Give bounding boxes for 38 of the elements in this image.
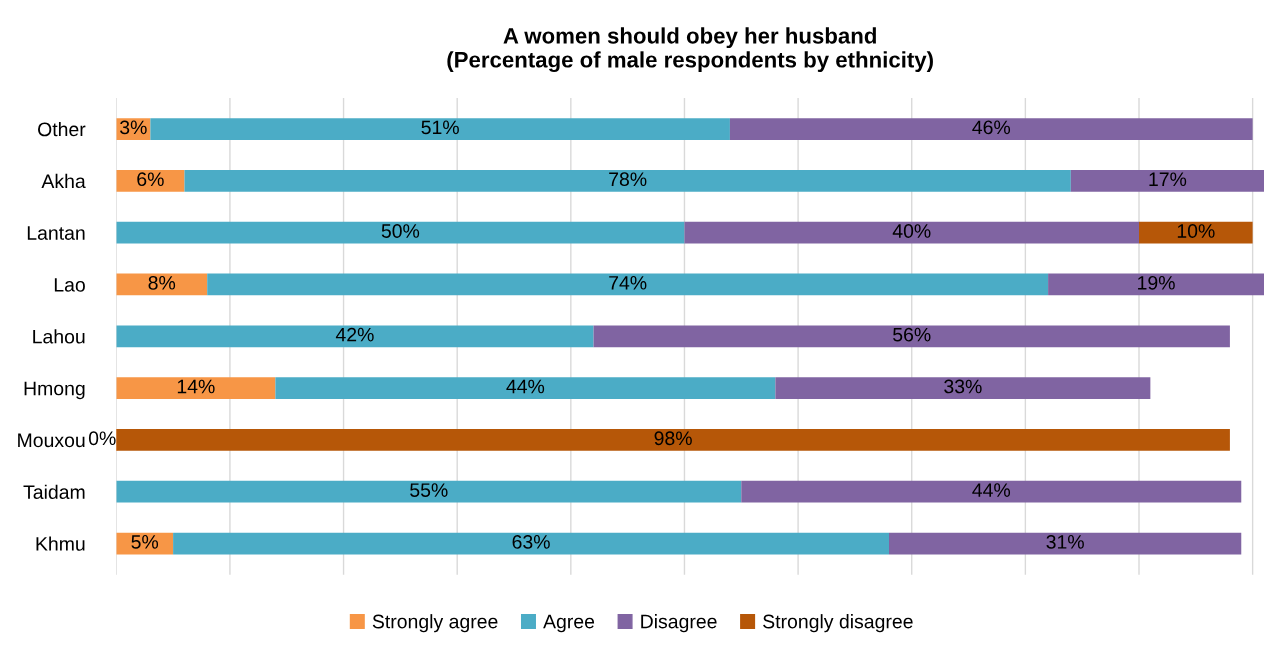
data-label: 50% — [381, 224, 420, 238]
y-tick-label: Hmong — [24, 381, 85, 400]
data-label: 8% — [148, 275, 176, 290]
data-label: 78% — [609, 172, 647, 187]
data-label: 0% — [88, 431, 116, 446]
data-label: 3% — [120, 120, 147, 135]
data-label: 31% — [1046, 535, 1084, 549]
y-tick-label: Lao — [54, 278, 85, 292]
data-label: 98% — [654, 431, 692, 446]
data-label: 63% — [512, 535, 550, 549]
data-label: 6% — [137, 172, 164, 187]
data-label: 10% — [1177, 224, 1215, 238]
legend-label: Strongly agree — [372, 614, 498, 633]
data-label: 33% — [944, 379, 982, 394]
chart-title: A women should obey her husband (Percentage of male respondents by ethnicity) — [447, 27, 933, 73]
data-label: 44% — [506, 379, 545, 394]
legend-label: Disagree — [641, 614, 717, 633]
data-label: 56% — [893, 327, 931, 342]
data-label: 74% — [609, 276, 647, 290]
data-label: 40% — [892, 224, 931, 238]
legend-label: Strongly disagree — [763, 614, 913, 633]
data-label: 5% — [131, 535, 159, 549]
y-tick-label: Akha — [41, 173, 86, 189]
legend-label: Agree — [543, 614, 595, 633]
data-label: 17% — [1149, 172, 1187, 186]
y-tick-label: Khmu — [36, 536, 85, 551]
y-tick-label: Other — [38, 121, 86, 137]
y-tick-label: Mouxou — [18, 433, 85, 448]
data-label: 55% — [410, 483, 448, 497]
data-label: 19% — [1138, 275, 1175, 290]
y-tick-label: Lantan — [27, 226, 85, 240]
data-label: 46% — [972, 120, 1011, 135]
data-label: 51% — [421, 120, 459, 135]
data-label: 14% — [177, 379, 215, 394]
y-tick-label: Taidam — [23, 484, 85, 499]
y-tick-label: Lahou — [33, 329, 85, 344]
data-label: 42% — [335, 327, 374, 342]
data-label: 44% — [972, 483, 1011, 497]
